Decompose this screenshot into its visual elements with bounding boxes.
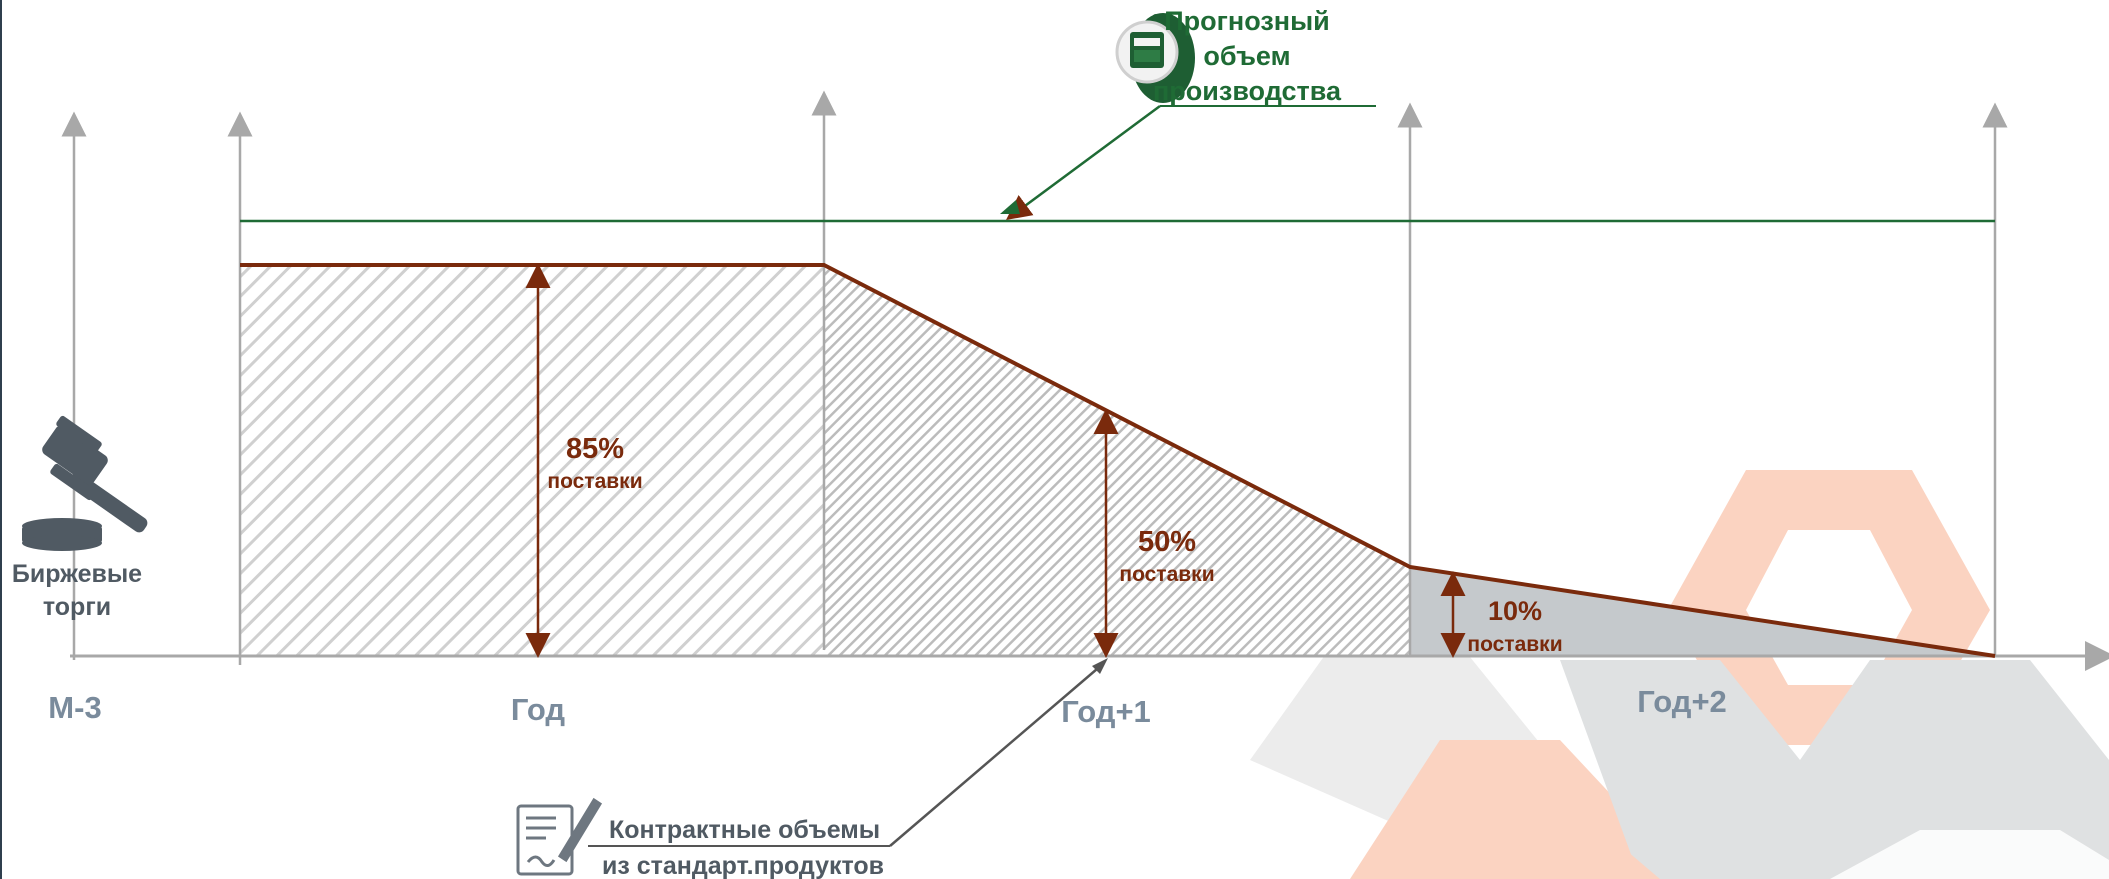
share-85-note: поставки bbox=[547, 470, 642, 493]
share-10: 10% поставки bbox=[1467, 596, 1562, 656]
share-10-percent: 10% bbox=[1488, 596, 1542, 626]
period-year: Год bbox=[511, 692, 566, 727]
forecast-label: Прогнозный объем производства bbox=[1153, 6, 1342, 106]
exchange-label-line1: Биржевые bbox=[12, 560, 142, 588]
forecast-label-line2: объем bbox=[1203, 41, 1290, 71]
share-50-note: поставки bbox=[1119, 563, 1214, 586]
period-m3: М-3 bbox=[48, 690, 101, 725]
exchange-label-line2: торги bbox=[43, 593, 111, 621]
deco-gray-shape bbox=[1560, 660, 2109, 879]
forecast-callout-pointer bbox=[1005, 104, 1161, 220]
forecast-label-line1: Прогнозный bbox=[1164, 6, 1329, 36]
area-year1-50 bbox=[824, 265, 1410, 656]
period-labels: М-3 Год Год+1 Год+2 bbox=[48, 684, 1726, 729]
period-year1: Год+1 bbox=[1061, 694, 1151, 729]
share-85: 85% поставки bbox=[547, 433, 642, 493]
share-85-percent: 85% bbox=[566, 433, 624, 465]
share-50: 50% поставки bbox=[1119, 526, 1214, 586]
left-edge-bar bbox=[0, 0, 2, 879]
share-10-note: поставки bbox=[1467, 633, 1562, 656]
forecast-label-line3: производства bbox=[1153, 76, 1342, 106]
deco-orange-small bbox=[1460, 845, 1660, 879]
contract-pointer-head bbox=[1092, 658, 1108, 674]
contracts-label-line1: Контрактные объемы bbox=[609, 816, 880, 844]
contract-pen-icon bbox=[516, 797, 603, 876]
contract-callout-pointer bbox=[889, 662, 1105, 847]
meter-icon bbox=[1115, 13, 1195, 103]
forecast-pointer-head bbox=[1000, 200, 1020, 214]
area-year-85 bbox=[240, 265, 824, 656]
deco-white-notch bbox=[1830, 830, 2109, 879]
share-50-percent: 50% bbox=[1138, 526, 1196, 558]
contracts-label: Контрактные объемы из стандарт.продуктов bbox=[602, 816, 884, 879]
deco-orange-band bbox=[1350, 740, 1690, 879]
gavel-icon bbox=[22, 415, 148, 551]
decorative-hexagons bbox=[1250, 470, 2109, 879]
contracts-label-line2: из стандарт.продуктов bbox=[602, 852, 884, 879]
exchange-label: Биржевые торги bbox=[12, 560, 142, 621]
period-year2: Год+2 bbox=[1637, 684, 1727, 719]
